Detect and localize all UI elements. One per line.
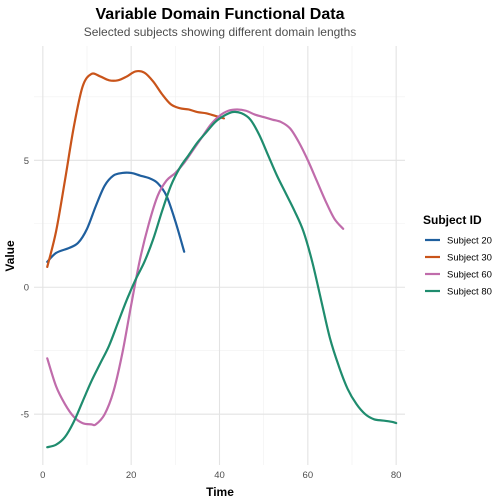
legend: Subject ID Subject 20 Subject 30 Subject 6… <box>423 213 492 298</box>
legend-title: Subject ID <box>423 213 482 227</box>
x-axis-ticks: 0 20 40 60 80 <box>40 470 401 481</box>
series-line-subject-30 <box>46 69 226 269</box>
legend-label-subject-80: Subject 80 <box>447 287 492 298</box>
series-lines <box>46 69 398 449</box>
legend-label-subject-30: Subject 30 <box>447 253 492 264</box>
legend-items: Subject 20 Subject 30 Subject 60 Subject 80 <box>425 236 492 298</box>
y-axis-ticks: -5 0 5 <box>21 156 29 421</box>
x-tick-label: 40 <box>214 470 225 481</box>
y-tick-label: 5 <box>24 156 29 167</box>
x-tick-label: 0 <box>40 470 45 481</box>
y-tick-label: -5 <box>21 410 29 421</box>
grid <box>34 46 405 465</box>
x-axis-title: Time <box>206 485 234 499</box>
chart-title: Variable Domain Functional Data <box>96 6 345 23</box>
x-tick-label: 20 <box>126 470 137 481</box>
legend-label-subject-20: Subject 20 <box>447 236 492 247</box>
x-tick-label: 60 <box>303 470 314 481</box>
chart-subtitle: Selected subjects showing different doma… <box>84 25 357 39</box>
y-axis-title: Value <box>3 240 17 272</box>
y-tick-label: 0 <box>24 283 29 294</box>
x-tick-label: 80 <box>391 470 402 481</box>
series-line-subject-80 <box>46 110 398 449</box>
legend-label-subject-60: Subject 60 <box>447 270 492 281</box>
